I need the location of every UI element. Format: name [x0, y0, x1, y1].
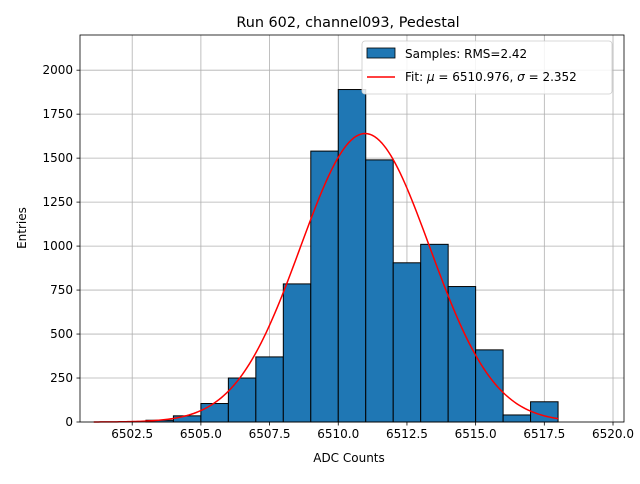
x-tick-label: 6505.0 [180, 427, 222, 441]
y-axis-ticks: 0 250 500 750 1000 1250 1500 1750 2000 [42, 63, 80, 429]
plot-frame [79, 34, 625, 423]
x-tick-label: 6515.0 [455, 427, 497, 441]
histogram-bar [310, 150, 339, 423]
x-tick-label: 6510.0 [317, 427, 359, 441]
histogram-bar [475, 349, 504, 423]
fit-curve [93, 132, 559, 423]
legend-box [361, 40, 613, 95]
y-tick-label: 250 [50, 371, 73, 385]
x-axis-label: ADC Counts [313, 451, 385, 465]
legend-fit-sigma-value: = 2.352 [525, 70, 577, 84]
histogram-bar [530, 401, 559, 423]
legend-fit-mu-symbol: μ [426, 70, 435, 84]
y-tick-label: 500 [50, 327, 73, 341]
legend-histogram-swatch [366, 47, 396, 59]
histogram-bar [420, 243, 449, 423]
histogram-bar [392, 262, 422, 423]
y-tick-label: 1500 [42, 151, 73, 165]
x-tick-label: 6517.5 [523, 427, 565, 441]
y-tick-label: 1750 [42, 107, 73, 121]
histogram-bar [172, 415, 202, 423]
y-axis-label: Entries [15, 207, 29, 249]
x-tick-label: 6502.5 [111, 427, 153, 441]
x-axis-ticks: 6502.5 6505.0 6507.5 6510.0 6512.5 6515.0 6517… [111, 422, 634, 441]
histogram-bar [255, 356, 284, 423]
legend-fit-mu-value: = 6510.976, [435, 70, 518, 84]
histogram-bar [227, 377, 257, 423]
y-tick-label: 2000 [42, 63, 73, 77]
legend-fit-prefix: Fit: [405, 70, 427, 84]
histogram-bar [447, 286, 477, 423]
histogram-bar [282, 283, 312, 423]
y-tick-label: 1250 [42, 195, 73, 209]
x-tick-label: 6520.0 [592, 427, 634, 441]
x-tick-label: 6507.5 [249, 427, 291, 441]
histogram-bar [200, 403, 229, 423]
x-tick-label: 6512.5 [386, 427, 428, 441]
legend: Samples: RMS=2.42 Fit: μ = 6510.976, σ =… [361, 40, 613, 95]
histogram-bar [502, 414, 532, 423]
histogram-bar [365, 159, 394, 423]
y-tick-label: 750 [50, 283, 73, 297]
y-tick-label: 1000 [42, 239, 73, 253]
y-tick-label: 0 [65, 415, 73, 429]
legend-fit-label: Fit: μ = 6510.976, σ = 2.352 [405, 70, 577, 84]
legend-fit-sigma-symbol: σ [517, 70, 525, 84]
legend-histogram-label: Samples: RMS=2.42 [405, 47, 527, 61]
chart-title: Run 602, channel093, Pedestal [236, 15, 459, 31]
